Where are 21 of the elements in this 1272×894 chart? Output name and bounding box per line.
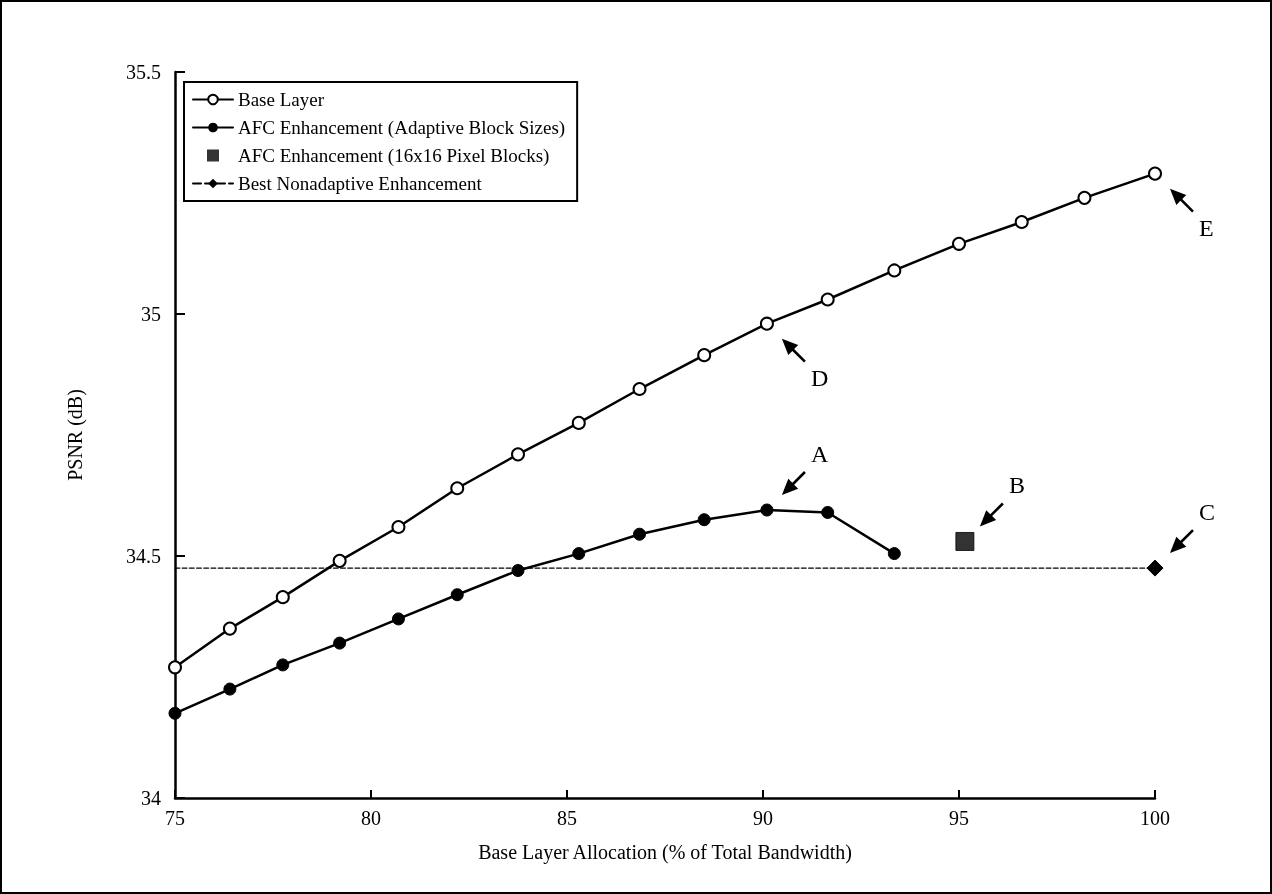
legend-label: Best Nonadaptive Enhancement — [238, 173, 483, 194]
x-axis-title: Base Layer Allocation (% of Total Bandwidth) — [478, 841, 852, 864]
annotation: A — [810, 441, 829, 468]
x-tick-label: 85 — [557, 807, 577, 829]
annotation: B — [1008, 472, 1025, 499]
x-tick-label: 90 — [753, 807, 773, 829]
y-tick-label: 35.5 — [126, 61, 161, 83]
legend-label: AFC Enhancement (16x16 Pixel Blocks) — [238, 145, 550, 167]
y-tick-label: 34 — [141, 787, 161, 809]
x-tick-label: 75 — [165, 807, 185, 829]
legend-label: Base Layer — [238, 89, 325, 110]
annotation: C — [1199, 499, 1216, 526]
x-tick-label: 80 — [361, 807, 381, 829]
y-tick-label: 35 — [141, 303, 161, 325]
legend-label: AFC Enhancement (Adaptive Block Sizes) — [238, 117, 566, 139]
x-tick-label: 100 — [1140, 807, 1170, 829]
annotation: E — [1199, 214, 1214, 241]
y-tick-label: 34.5 — [126, 545, 161, 567]
y-axis-title: PSNR (dB) — [64, 389, 87, 481]
x-tick-label: 95 — [949, 807, 969, 829]
annotation: D — [810, 364, 829, 391]
